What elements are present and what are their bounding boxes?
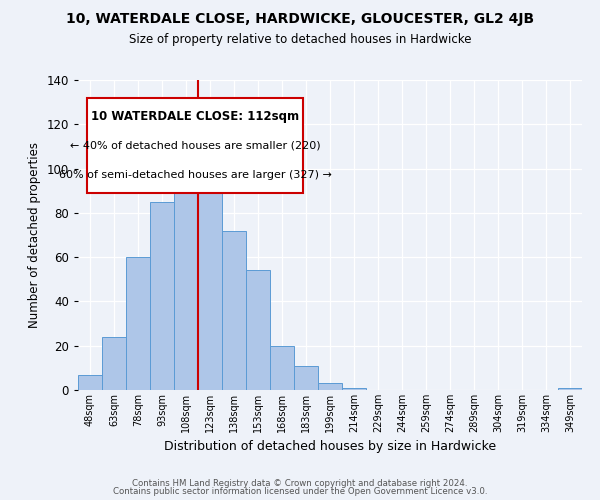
Bar — [102, 337, 126, 390]
Bar — [246, 270, 270, 390]
Bar — [198, 148, 222, 390]
Bar — [342, 388, 366, 390]
Bar — [126, 257, 150, 390]
Y-axis label: Number of detached properties: Number of detached properties — [28, 142, 41, 328]
Bar — [150, 202, 174, 390]
Text: Contains HM Land Registry data © Crown copyright and database right 2024.: Contains HM Land Registry data © Crown c… — [132, 478, 468, 488]
Bar — [558, 388, 582, 390]
Text: 10, WATERDALE CLOSE, HARDWICKE, GLOUCESTER, GL2 4JB: 10, WATERDALE CLOSE, HARDWICKE, GLOUCEST… — [66, 12, 534, 26]
Bar — [270, 346, 294, 390]
X-axis label: Distribution of detached houses by size in Hardwicke: Distribution of detached houses by size … — [164, 440, 496, 454]
Bar — [318, 384, 342, 390]
Text: Contains public sector information licensed under the Open Government Licence v3: Contains public sector information licen… — [113, 487, 487, 496]
Bar — [174, 153, 198, 390]
Text: 60% of semi-detached houses are larger (327) →: 60% of semi-detached houses are larger (… — [59, 170, 331, 180]
Text: ← 40% of detached houses are smaller (220): ← 40% of detached houses are smaller (22… — [70, 140, 320, 150]
Text: 10 WATERDALE CLOSE: 112sqm: 10 WATERDALE CLOSE: 112sqm — [91, 110, 299, 123]
Bar — [222, 230, 246, 390]
Bar — [78, 374, 102, 390]
Text: Size of property relative to detached houses in Hardwicke: Size of property relative to detached ho… — [129, 32, 471, 46]
Bar — [294, 366, 318, 390]
